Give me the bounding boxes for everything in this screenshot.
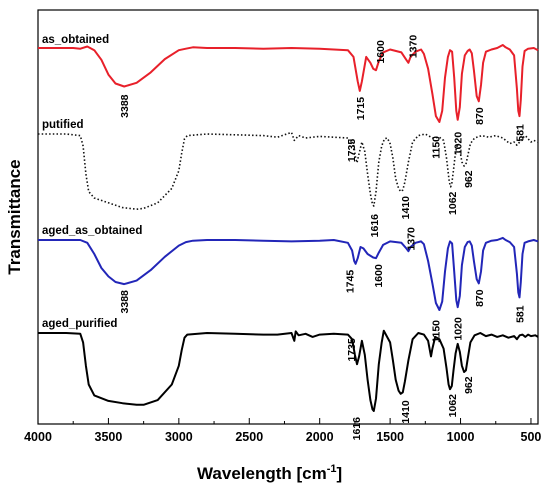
peak-label-1600: 1600 (373, 264, 385, 288)
peak-label-1370: 1370 (407, 35, 419, 59)
x-axis-label: Wavelength [cm-1] (197, 463, 342, 483)
peak-label-1410: 1410 (400, 400, 412, 424)
series-label-as_obtained: as_obtained (42, 34, 109, 46)
x-tick-label: 4000 (24, 430, 52, 444)
x-tick-label: 3000 (165, 430, 193, 444)
peak-label-1600: 1600 (375, 40, 387, 64)
peak-label-1616: 1616 (369, 214, 381, 238)
y-axis-label: Transmittance (5, 159, 24, 274)
peak-label-1616: 1616 (351, 417, 363, 441)
series-line-as_obtained (38, 44, 539, 123)
peak-label-3388: 3388 (119, 94, 131, 118)
x-tick-label: 1000 (447, 430, 475, 444)
series-label-putified: putified (42, 119, 84, 131)
peak-label-870: 870 (474, 107, 486, 125)
peak-label-1150: 1150 (430, 136, 442, 159)
series-layer (38, 44, 539, 412)
x-tick-label: 3500 (95, 430, 123, 444)
peak-label-962: 962 (463, 376, 475, 394)
series-line-aged_as_obtained (38, 236, 539, 311)
peak-label-581: 581 (515, 124, 527, 142)
peak-label-1020: 1020 (453, 317, 465, 341)
series-label-aged_as_obtained: aged_as_obtained (42, 225, 142, 237)
series-label-aged_purified: aged_purified (42, 318, 117, 330)
label-layer: as_obtained 3388 1715 1600 1370 1150 1020 870 58… (42, 34, 527, 440)
x-axis-label-end: ] (337, 464, 343, 483)
x-tick-label: 500 (521, 430, 542, 444)
peak-label-581: 581 (515, 305, 527, 323)
peak-label-962: 962 (463, 170, 475, 188)
x-tick-label: 2000 (306, 430, 334, 444)
x-axis-label-main: Wavelength [cm (197, 464, 327, 483)
peak-label-1745: 1745 (345, 270, 357, 294)
peak-label-870: 870 (474, 289, 486, 307)
peak-label-1150: 1150 (430, 320, 442, 343)
x-tick-label: 1500 (376, 430, 404, 444)
peak-label-1735: 1735 (346, 139, 358, 163)
peak-label-1410: 1410 (400, 196, 412, 220)
peak-label-1370: 1370 (405, 227, 417, 251)
peak-label-1020: 1020 (453, 132, 465, 156)
peak-label-1735: 1735 (346, 338, 358, 362)
x-tick-label: 2500 (235, 430, 263, 444)
x-axis-label-sup: -1 (327, 463, 337, 475)
peak-label-1062: 1062 (447, 191, 459, 215)
plot-frame (37, 9, 539, 425)
series-line-putified (38, 131, 539, 210)
x-axis-ticks: 4000 3500 3000 2500 2000 1500 1000 500 (24, 418, 541, 444)
peak-label-1062: 1062 (447, 394, 459, 418)
peak-label-1715: 1715 (355, 97, 367, 121)
peak-label-3388: 3388 (119, 290, 131, 314)
series-line-aged_purified (38, 329, 539, 412)
